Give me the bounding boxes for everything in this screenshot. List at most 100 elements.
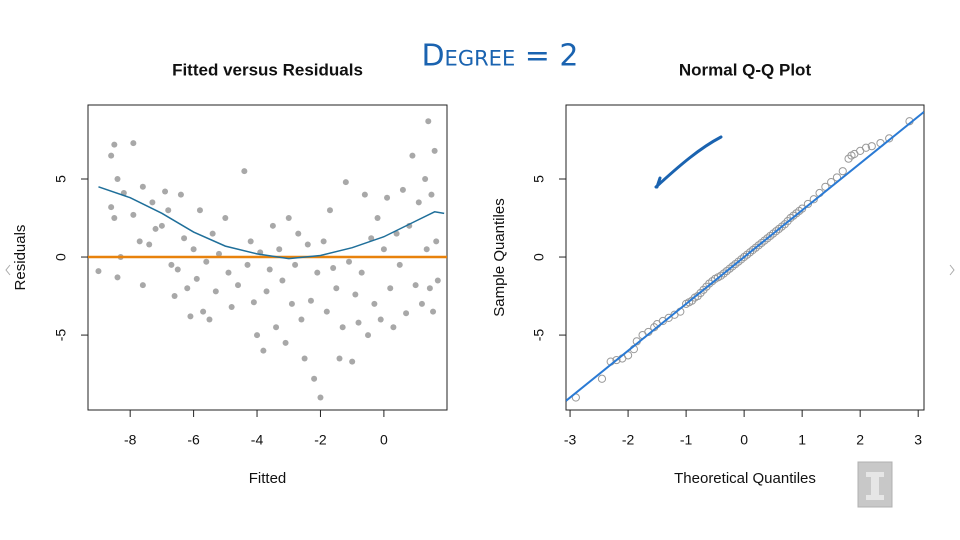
point — [108, 152, 115, 159]
point — [304, 241, 311, 248]
x-tick-label: -4 — [251, 432, 264, 448]
x-tick-label: 0 — [380, 432, 388, 448]
point — [196, 207, 203, 214]
point — [298, 316, 305, 323]
point — [247, 238, 254, 245]
point — [352, 291, 359, 298]
point — [111, 215, 118, 222]
point — [766, 231, 775, 241]
point — [108, 204, 115, 211]
x-tick-label: -1 — [680, 432, 693, 448]
y-tick-label: -5 — [53, 329, 69, 342]
point — [371, 300, 378, 307]
point — [130, 140, 137, 147]
point — [415, 199, 422, 206]
point — [769, 229, 778, 238]
y-tick-label: 0 — [531, 253, 547, 261]
point — [273, 324, 280, 331]
next-arrow[interactable] — [949, 264, 955, 276]
x-axis-label: Fitted — [249, 470, 287, 487]
point — [228, 303, 235, 310]
plot-area — [88, 118, 447, 401]
point — [307, 297, 314, 304]
x-tick-label: 3 — [914, 432, 922, 448]
point — [423, 246, 430, 253]
prev-arrow[interactable] — [5, 264, 11, 276]
x-tick-label: 0 — [740, 432, 748, 448]
chart: Normal Q-Q Plot Theoretical Quantiles Samp… — [491, 60, 925, 487]
point — [612, 355, 621, 365]
point — [266, 266, 273, 273]
checkmark — [654, 135, 723, 189]
point — [314, 269, 321, 276]
y-tick-label: 5 — [531, 175, 547, 183]
x-tick-label: -3 — [564, 432, 577, 448]
point — [158, 222, 165, 229]
point — [422, 175, 429, 182]
point — [260, 347, 267, 354]
chart: Fitted versus Residuals Fitted Residuals -8… — [12, 60, 448, 487]
handwritten-note: Degree = 2 — [421, 39, 578, 74]
point — [282, 339, 289, 346]
point — [384, 194, 391, 201]
point — [795, 206, 804, 216]
point — [771, 227, 781, 236]
point — [301, 355, 308, 362]
point — [177, 191, 184, 198]
point — [342, 179, 349, 186]
point — [181, 235, 188, 242]
point — [326, 207, 333, 214]
point — [288, 300, 295, 307]
point — [409, 152, 416, 159]
point — [168, 261, 175, 268]
point — [396, 261, 403, 268]
chart-title: Normal Q-Q Plot — [679, 60, 812, 79]
point — [114, 175, 121, 182]
x-tick-label: 1 — [798, 432, 806, 448]
point — [295, 230, 302, 237]
point — [403, 310, 410, 317]
point — [426, 285, 433, 292]
point — [745, 248, 755, 257]
point — [174, 266, 181, 273]
y-tick-label: 0 — [53, 253, 69, 261]
point — [412, 282, 419, 289]
point — [206, 316, 213, 323]
point — [187, 313, 194, 320]
point — [254, 332, 261, 339]
point — [292, 261, 299, 268]
point — [803, 199, 813, 209]
point — [193, 275, 200, 282]
point — [263, 288, 270, 295]
point — [361, 191, 368, 198]
point — [728, 262, 737, 271]
point — [777, 222, 786, 231]
point — [740, 252, 749, 262]
point — [725, 264, 734, 273]
point — [737, 255, 746, 264]
x-tick-label: -8 — [124, 432, 137, 448]
x-axis-label: Theoretical Quantiles — [674, 470, 816, 487]
point — [320, 238, 327, 245]
point — [323, 308, 330, 315]
point — [203, 258, 210, 265]
point — [722, 266, 731, 276]
point — [716, 271, 726, 280]
point — [380, 246, 387, 253]
y-axis-label: Residuals — [12, 225, 29, 291]
point — [377, 316, 384, 323]
point — [798, 204, 807, 213]
point — [346, 258, 353, 265]
point — [597, 374, 607, 383]
point — [235, 282, 242, 289]
point — [418, 300, 425, 307]
point — [130, 211, 137, 218]
point — [171, 293, 178, 300]
point — [285, 215, 292, 222]
point — [165, 207, 172, 214]
x-tick-label: 2 — [856, 432, 864, 448]
point — [789, 211, 798, 220]
point — [215, 250, 222, 257]
point — [885, 134, 894, 143]
